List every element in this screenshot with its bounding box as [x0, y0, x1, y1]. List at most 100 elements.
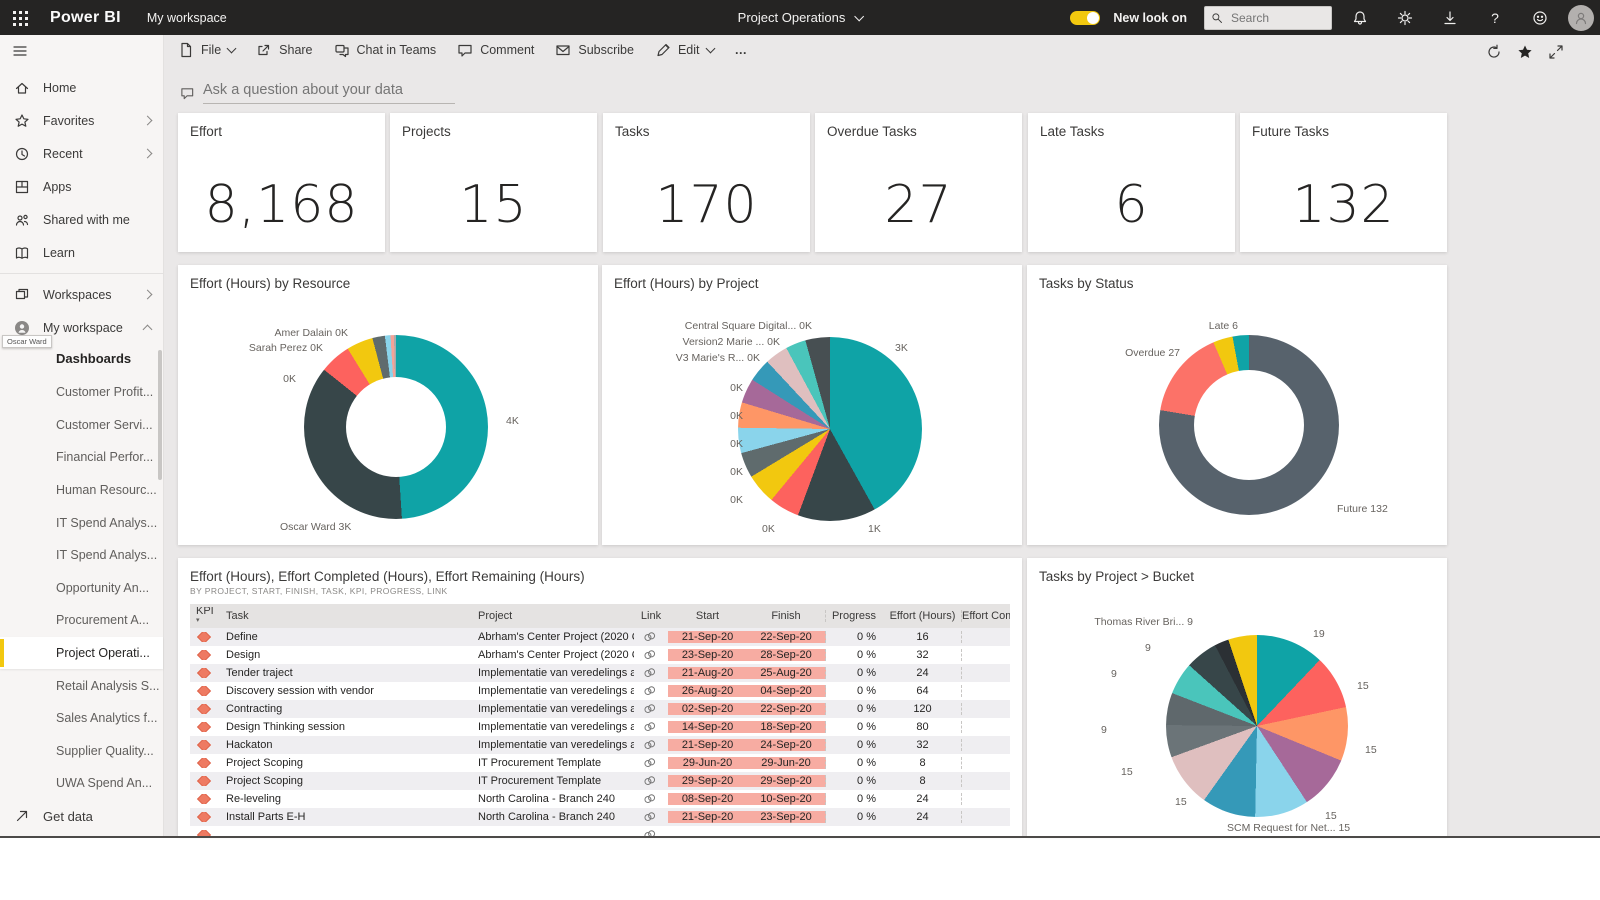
link-icon[interactable] [643, 685, 657, 696]
file-menu[interactable]: File [178, 42, 237, 58]
table-row[interactable]: Re-leveling North Carolina - Branch 240 … [190, 790, 1010, 808]
sidebar-item-shared[interactable]: Shared with me [0, 203, 163, 236]
fullscreen-icon[interactable] [1548, 44, 1564, 60]
kpi-card-overdue-tasks[interactable]: Overdue Tasks 27 [815, 113, 1022, 252]
link-icon[interactable] [643, 775, 657, 786]
chart-card-tasks-by-status[interactable]: Tasks by Status Late 6 Overdue 27 Future… [1027, 265, 1447, 545]
sidebar-dashboard-item[interactable]: IT Spend Analys... [0, 539, 163, 572]
sidebar-item-my-workspace[interactable]: My workspace [0, 311, 163, 344]
refresh-icon[interactable] [1486, 44, 1502, 60]
edit-menu[interactable]: Edit [655, 42, 715, 58]
get-data-button[interactable]: Get data [0, 801, 163, 831]
sidebar-item-home[interactable]: Home [0, 71, 163, 104]
sidebar-dashboard-item[interactable]: Customer Profit... [0, 376, 163, 409]
sidebar-dashboard-item[interactable]: Customer Servi... [0, 409, 163, 442]
favorite-star-icon[interactable] [1517, 44, 1533, 60]
share-button[interactable]: Share [256, 42, 313, 58]
sidebar-dashboard-item[interactable]: Supplier Quality... [0, 735, 163, 768]
sidebar-item-learn[interactable]: Learn [0, 236, 163, 269]
app-launcher-button[interactable] [0, 0, 38, 35]
sidebar-dashboard-item[interactable]: UWA Spend An... [0, 767, 163, 800]
link-icon[interactable] [643, 649, 657, 660]
callout-label: 9 [1111, 668, 1117, 680]
link-icon[interactable] [643, 757, 657, 768]
chart-card-effort-by-project[interactable]: Effort (Hours) by Project Central Square… [602, 265, 1022, 545]
kpi-card-future-tasks[interactable]: Future Tasks 132 [1240, 113, 1447, 252]
link-icon[interactable] [643, 739, 657, 750]
link-icon[interactable] [643, 667, 657, 678]
table-row[interactable]: Project Scoping IT Procurement Template … [190, 754, 1010, 772]
link-icon[interactable] [643, 811, 657, 822]
kpi-card-late-tasks[interactable]: Late Tasks 6 [1028, 113, 1235, 252]
sidebar-dashboard-item[interactable]: Project Operati... [0, 636, 163, 670]
more-options-button[interactable]: … [735, 43, 749, 57]
link-icon[interactable] [643, 703, 657, 714]
account-avatar[interactable] [1568, 4, 1594, 31]
notifications-button[interactable] [1343, 0, 1377, 35]
table-row[interactable]: Define Abrham's Center Project (2020 Q4)… [190, 628, 1010, 646]
kpi-card-projects[interactable]: Projects 15 [390, 113, 597, 252]
search-box[interactable] [1204, 5, 1332, 30]
sidebar-item-workspaces[interactable]: Workspaces [0, 278, 163, 311]
table-row[interactable]: Design Thinking session Implementatie va… [190, 718, 1010, 736]
sidebar-dashboard-item[interactable]: Financial Perfor... [0, 441, 163, 474]
sidebar-dashboard-item[interactable]: Procurement A... [0, 604, 163, 637]
sidebar-dashboard-item[interactable]: Opportunity An... [0, 572, 163, 605]
sidebar-scrollbar[interactable] [158, 350, 162, 480]
table-row[interactable]: Hackaton Implementatie van veredelings a… [190, 736, 1010, 754]
kpi-title: Effort [190, 124, 223, 139]
table-row[interactable]: Contracting Implementatie van veredeling… [190, 700, 1010, 718]
chart-card-tasks-by-bucket[interactable]: Tasks by Project > Bucket Thomas River B… [1027, 558, 1447, 836]
new-look-toggle[interactable] [1070, 10, 1101, 25]
callout-label: Central Square Digital... 0K [684, 320, 812, 332]
kpi-card-effort[interactable]: Effort 8,168 [178, 113, 385, 252]
column-header: Finish [747, 610, 826, 622]
sidebar-dashboard-item[interactable]: IT Spend Analys... [0, 506, 163, 539]
table-row[interactable]: Discovery session with vendor Implementa… [190, 682, 1010, 700]
sidebar-dashboard-item[interactable]: Human Resourc... [0, 474, 163, 507]
search-input[interactable] [1229, 9, 1313, 26]
help-button[interactable]: ? [1478, 0, 1512, 35]
table-header-row[interactable]: KPI ▾ Task Project Link Start Finish Prog… [190, 604, 1010, 628]
sidebar-dashboard-item[interactable]: Retail Analysis S... [0, 669, 163, 702]
table-row[interactable]: Tender traject Implementatie van veredel… [190, 664, 1010, 682]
link-icon[interactable] [643, 631, 657, 642]
sidebar-dashboard-item[interactable]: Sales Analytics f... [0, 702, 163, 735]
dashboard-item-label: Retail Analysis S... [56, 678, 160, 693]
powerbi-logo[interactable]: Power BI [50, 8, 121, 26]
start-date-cell: 26-Aug-20 [668, 685, 747, 697]
comment-button[interactable]: Comment [457, 42, 534, 58]
subscribe-button[interactable]: Subscribe [555, 42, 634, 58]
link-icon[interactable] [643, 721, 657, 732]
link-icon[interactable] [643, 793, 657, 804]
chat-in-teams-button[interactable]: Chat in Teams [334, 42, 436, 58]
table-row[interactable]: Project Scoping IT Procurement Template … [190, 772, 1010, 790]
kpi-title: Future Tasks [1252, 124, 1330, 139]
callout-label: 3K [895, 342, 908, 354]
feedback-button[interactable] [1523, 0, 1557, 35]
chart-card-effort-by-resource[interactable]: Effort (Hours) by Resource Amer Dalain 0… [178, 265, 598, 545]
pie-tasks-by-bucket[interactable] [1166, 635, 1348, 817]
pie-effort-by-project[interactable] [738, 337, 922, 521]
sidebar-item-apps[interactable]: Apps [0, 170, 163, 203]
workspace-breadcrumb[interactable]: My workspace [146, 10, 227, 25]
finish-date-cell: 18-Sep-20 [747, 721, 826, 733]
kpi-card-tasks[interactable]: Tasks 170 [603, 113, 810, 252]
settings-button[interactable] [1388, 0, 1422, 35]
table-card-effort[interactable]: Effort (Hours), Effort Completed (Hours)… [178, 558, 1022, 836]
sidebar-item-favorites[interactable]: Favorites [0, 104, 163, 137]
dashboard-title-dropdown[interactable]: Project Operations [738, 10, 864, 25]
download-button[interactable] [1433, 0, 1467, 35]
kpi-diamond-icon [196, 776, 212, 786]
collapse-nav-button[interactable] [12, 43, 32, 63]
start-date-cell: 02-Sep-20 [668, 703, 747, 715]
table-row[interactable]: Design Abrham's Center Project (2020 Q4)… [190, 646, 1010, 664]
link-icon[interactable] [643, 829, 657, 836]
kpi-title: Overdue Tasks [827, 124, 917, 139]
project-cell: Implementatie van veredelings ad... [478, 721, 634, 733]
qa-input[interactable] [203, 82, 455, 104]
sidebar-item-recent[interactable]: Recent [0, 137, 163, 170]
table-row[interactable]: Install Parts E-H North Carolina - Branc… [190, 808, 1010, 826]
table-row[interactable] [190, 826, 1010, 836]
effort-cell: 24 [884, 667, 962, 679]
